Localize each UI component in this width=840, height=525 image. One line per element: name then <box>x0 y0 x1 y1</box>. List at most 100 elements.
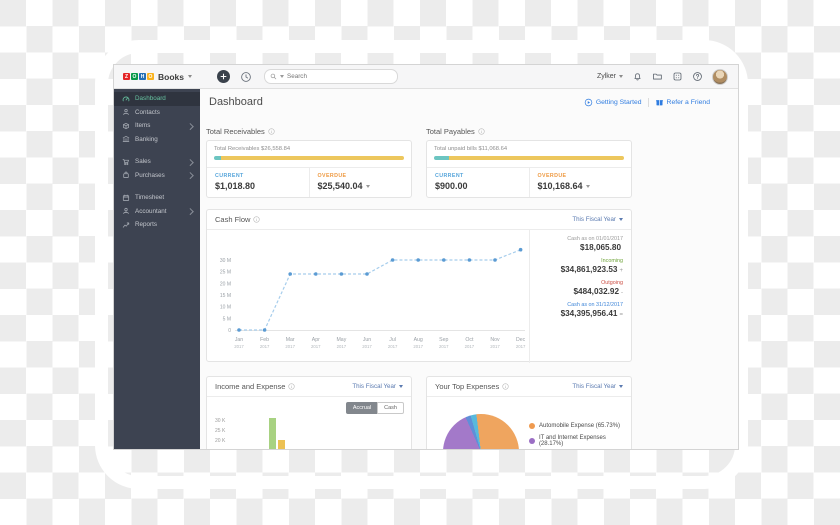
user-avatar[interactable] <box>712 68 728 85</box>
legend-dot <box>529 423 535 429</box>
svg-text:2017: 2017 <box>439 344 449 349</box>
sales-icon <box>122 158 130 166</box>
sidebar-item-label: Timesheet <box>135 194 165 202</box>
topbar-icon-strip <box>632 71 703 82</box>
sidebar: Dashboard Contacts Items Banking Sales Purcha… <box>114 89 200 449</box>
info-icon[interactable] <box>288 383 296 390</box>
receivables-overdue-value: $25,540.04 <box>318 181 404 191</box>
income-bar <box>269 418 276 449</box>
global-search[interactable] <box>264 69 398 84</box>
svg-text:May: May <box>336 337 346 343</box>
info-icon[interactable] <box>268 128 275 135</box>
cash-toggle-button[interactable]: Cash <box>377 402 404 414</box>
help-icon[interactable] <box>692 71 703 82</box>
org-selector[interactable]: Zylker <box>597 73 623 80</box>
svg-text:2017: 2017 <box>337 344 347 349</box>
cashflow-stat: Cash as on 01/01/2017 $18,065.80 <box>538 236 623 252</box>
accrual-toggle-button[interactable]: Accrual <box>345 402 378 414</box>
gift-icon <box>655 100 663 106</box>
cashflow-stat-value: $484,032.92- <box>573 287 623 296</box>
legend-item: IT and Internet Expenses (28.17%) <box>529 435 631 447</box>
payables-current-cell: CURRENT $900.00 <box>427 168 530 197</box>
refer-a-friend-link[interactable]: Refer a Friend <box>655 98 710 107</box>
reports-icon <box>122 221 130 229</box>
org-name: Zylker <box>596 73 616 80</box>
chevron-down-icon <box>619 218 623 221</box>
cashflow-stat: Outgoing $484,032.92- <box>538 280 623 296</box>
zoho-logo-letter: H <box>139 73 146 80</box>
sidebar-item-reports[interactable]: Reports <box>114 218 200 232</box>
apps-icon[interactable] <box>672 71 683 82</box>
cash-flow-panel: Cash Flow This Fiscal Year 0 5 M 10 M 15 M 2… <box>206 209 632 363</box>
sidebar-item-purchases[interactable]: Purchases <box>114 169 200 183</box>
legend-label: Automobile Expense (65.73%) <box>539 423 621 429</box>
sidebar-item-accountant[interactable]: Accountant <box>114 205 200 219</box>
topbar-right-cluster: Zylker <box>597 68 728 85</box>
svg-text:Jan: Jan <box>235 337 243 343</box>
info-icon[interactable] <box>478 128 485 135</box>
sidebar-item-items[interactable]: Items <box>114 119 200 133</box>
svg-text:0: 0 <box>228 328 231 334</box>
receivables-current-value: $1,018.80 <box>215 181 256 191</box>
svg-text:Apr: Apr <box>312 337 320 343</box>
svg-text:Jun: Jun <box>363 337 371 343</box>
recent-history-button[interactable] <box>240 71 252 83</box>
search-scope-caret-icon[interactable] <box>280 75 284 78</box>
sidebar-item-label: Items <box>135 122 151 130</box>
cashflow-stat-value: $34,861,923.53 + <box>560 265 623 274</box>
receivables-overdue-cell[interactable]: OVERDUE $25,540.04 <box>310 168 412 197</box>
cashflow-stat-label: Cash as on 31/12/2017 <box>567 302 623 308</box>
folder-icon[interactable] <box>652 71 663 82</box>
income-expense-title: Income and Expense <box>215 382 286 391</box>
info-icon[interactable] <box>253 216 261 223</box>
svg-text:2017: 2017 <box>311 344 321 349</box>
receivables-current-segment <box>214 156 222 160</box>
sidebar-item-contacts[interactable]: Contacts <box>114 106 200 120</box>
search-input[interactable] <box>287 73 372 80</box>
zoho-logo-letter: O <box>147 73 154 80</box>
legend-dot <box>529 438 535 444</box>
income-expense-period-selector[interactable]: This Fiscal Year <box>352 383 403 390</box>
dashboard-icon <box>122 95 130 103</box>
header-links: Getting Started Refer a Friend <box>584 98 710 107</box>
expense-bar <box>278 440 285 449</box>
sidebar-item-label: Banking <box>135 135 158 143</box>
sidebar-item-sales[interactable]: Sales <box>114 155 200 169</box>
svg-text:2017: 2017 <box>388 344 398 349</box>
expenses-legend: Automobile Expense (65.73%) IT and Intern… <box>529 423 631 449</box>
getting-started-link[interactable]: Getting Started <box>584 98 642 107</box>
cashflow-stat-label: Outgoing <box>601 280 623 286</box>
cashflow-period-selector[interactable]: This Fiscal Year <box>572 216 623 223</box>
chevron-down-icon <box>399 385 403 388</box>
svg-text:2017: 2017 <box>516 344 526 349</box>
chevron-down-icon <box>619 385 623 388</box>
dropdown-caret-icon[interactable] <box>365 184 370 188</box>
payables-title: Total Payables <box>426 127 475 136</box>
bell-icon[interactable] <box>632 71 643 82</box>
receivables-current-cell: CURRENT $1,018.80 <box>207 168 310 197</box>
dropdown-caret-icon[interactable] <box>585 184 590 188</box>
sidebar-item-timesheet[interactable]: Timesheet <box>114 191 200 205</box>
payables-current-segment <box>434 156 450 160</box>
sidebar-item-label: Purchases <box>135 171 165 179</box>
quick-create-button[interactable] <box>217 70 230 83</box>
sidebar-item-dashboard[interactable]: Dashboard <box>114 92 200 106</box>
y-axis-tick-label: 20 K <box>215 438 226 444</box>
svg-text:10 M: 10 M <box>220 305 231 311</box>
chevron-right-icon <box>186 158 193 165</box>
payables-summary: Total unpaid bills $11,068.64 <box>434 146 508 152</box>
search-icon <box>270 73 277 80</box>
income-expense-panel: Income and Expense This Fiscal Year Accr… <box>206 376 412 449</box>
payables-overdue-cell[interactable]: OVERDUE $10,168.64 <box>530 168 632 197</box>
items-icon <box>122 122 130 130</box>
info-icon[interactable] <box>502 383 509 390</box>
receivables-overdue-segment <box>221 156 404 160</box>
sidebar-item-label: Dashboard <box>135 95 166 103</box>
cashflow-stat: Incoming $34,861,923.53 + <box>538 258 623 274</box>
expenses-pie <box>443 414 519 449</box>
top-expenses-period-selector[interactable]: This Fiscal Year <box>572 383 623 390</box>
sidebar-item-banking[interactable]: Banking <box>114 133 200 147</box>
main-content: Dashboard Getting Started Refer a Friend… <box>200 89 738 449</box>
